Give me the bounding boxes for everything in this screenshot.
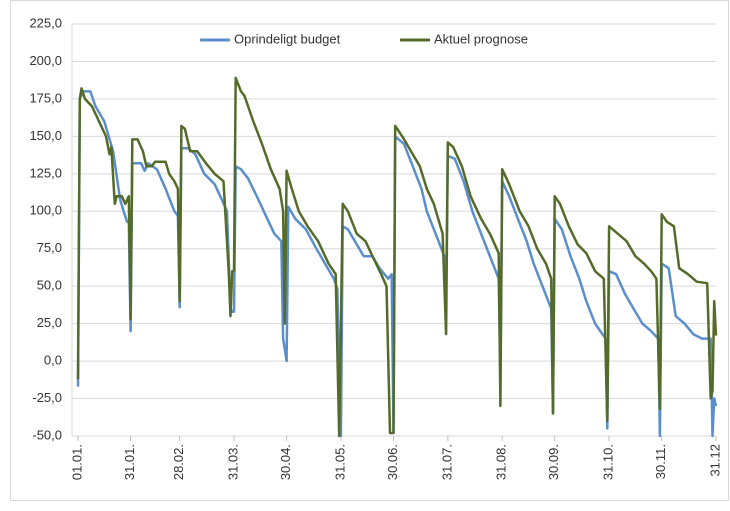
x-tick-label: 31.03. <box>225 444 240 480</box>
y-tick-label: 50,0 <box>37 278 62 293</box>
x-tick-label: 30.04. <box>278 444 293 480</box>
x-tick-label: 30.11. <box>653 444 668 479</box>
y-tick-label: 100,0 <box>29 203 62 218</box>
y-tick-label: 200,0 <box>29 53 62 68</box>
y-tick-label: 150,0 <box>29 128 62 143</box>
series-line <box>76 76 718 438</box>
x-tick-label: 31.01. <box>122 444 137 480</box>
y-tick-label: 225,0 <box>29 15 62 30</box>
x-tick-label: 01.01. <box>69 444 84 480</box>
x-tick-label: 31.10. <box>601 444 616 480</box>
y-tick-label: 125,0 <box>29 165 62 180</box>
legend-label: Aktuel prognose <box>434 31 528 46</box>
series-line <box>76 90 718 438</box>
chart-frame <box>10 0 729 501</box>
y-tick-label: -25,0 <box>32 390 62 405</box>
x-tick-label: 31.07. <box>439 444 454 480</box>
y-tick-label: 75,0 <box>37 240 62 255</box>
x-tick-label: 28.02. <box>171 444 186 480</box>
y-tick-label: -50,0 <box>32 427 62 442</box>
x-tick-label: 31.08. <box>494 444 509 480</box>
x-tick-label: 30.09. <box>546 444 561 480</box>
x-tick-label: 30.06. <box>385 444 400 480</box>
legend-label: Oprindeligt budget <box>234 31 341 46</box>
x-tick-label: 31.12 <box>707 444 722 477</box>
y-tick-label: 0,0 <box>44 353 62 368</box>
y-tick-label: 175,0 <box>29 90 62 105</box>
y-tick-label: 25,0 <box>37 315 62 330</box>
x-tick-label: 31.05. <box>332 444 347 480</box>
